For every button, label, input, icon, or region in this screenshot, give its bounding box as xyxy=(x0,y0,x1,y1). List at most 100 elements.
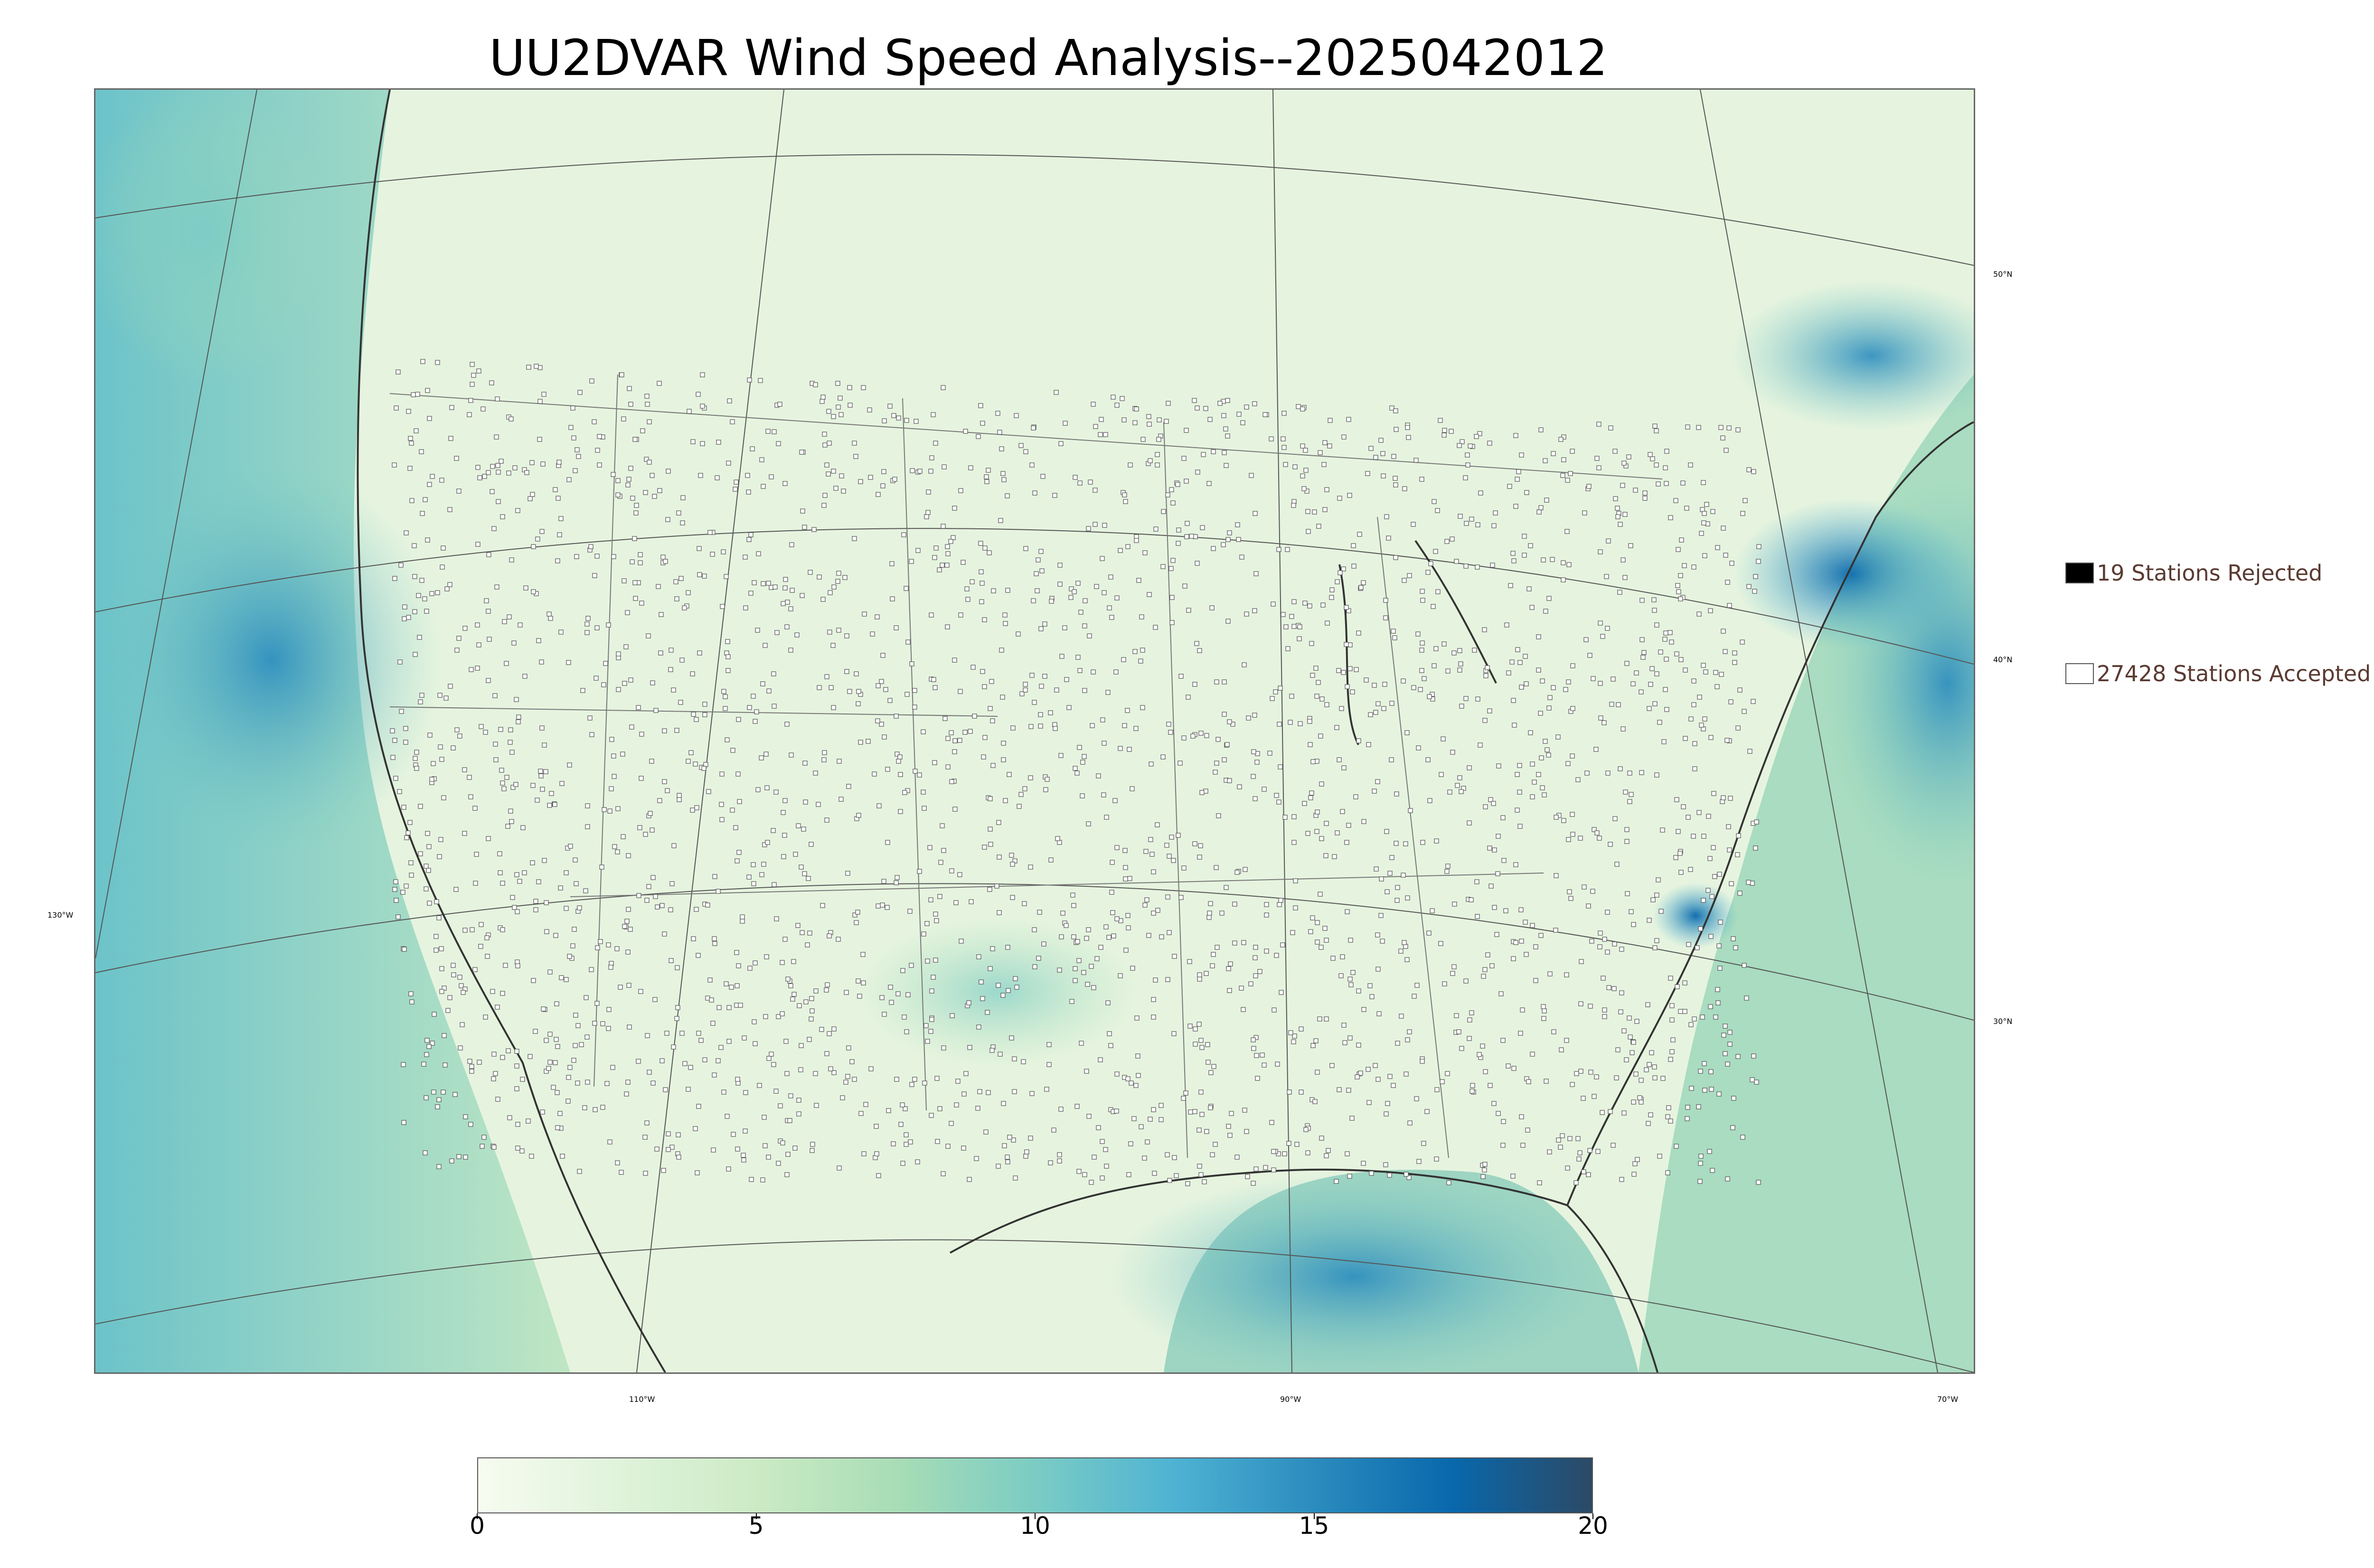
station-marker xyxy=(796,1098,801,1103)
station-marker xyxy=(486,836,491,841)
station-marker xyxy=(1077,668,1083,673)
station-marker xyxy=(925,958,930,964)
station-marker xyxy=(1756,1180,1761,1185)
station-marker xyxy=(1028,1136,1033,1141)
station-marker xyxy=(1543,609,1548,614)
station-marker xyxy=(1431,604,1436,609)
station-marker xyxy=(1347,1035,1353,1041)
station-marker xyxy=(1570,449,1575,454)
station-marker xyxy=(1005,1155,1010,1160)
station-marker xyxy=(1494,932,1499,937)
station-marker xyxy=(1000,993,1006,998)
accepted-label: 27428 Stations Accepted xyxy=(2097,661,2371,686)
station-marker xyxy=(1475,564,1480,570)
station-marker xyxy=(1682,980,1687,986)
station-marker xyxy=(1251,774,1256,779)
station-marker xyxy=(500,927,505,932)
station-marker xyxy=(824,462,829,468)
station-marker xyxy=(1490,563,1495,568)
station-marker xyxy=(809,842,814,847)
station-marker xyxy=(1519,939,1524,944)
station-marker xyxy=(1565,761,1571,766)
station-marker xyxy=(1444,869,1450,874)
station-marker xyxy=(857,994,862,999)
station-marker xyxy=(1222,757,1227,762)
station-marker xyxy=(1612,449,1618,454)
station-marker xyxy=(1519,685,1524,690)
station-marker xyxy=(1516,469,1521,474)
station-marker xyxy=(676,1155,681,1160)
station-marker xyxy=(1152,1171,1157,1176)
station-marker xyxy=(1275,1061,1280,1067)
station-marker xyxy=(1147,422,1152,427)
station-marker xyxy=(427,732,433,738)
station-marker xyxy=(476,368,481,374)
station-marker xyxy=(1107,605,1112,610)
station-marker xyxy=(573,468,578,473)
station-marker xyxy=(573,1013,578,1018)
station-marker xyxy=(828,1066,833,1071)
station-marker xyxy=(1211,1064,1216,1069)
station-marker xyxy=(831,1070,837,1075)
station-marker xyxy=(785,976,791,982)
station-marker xyxy=(1332,854,1337,859)
station-marker xyxy=(952,807,958,812)
station-marker xyxy=(441,795,446,800)
station-marker xyxy=(1167,854,1172,859)
station-marker xyxy=(976,1024,981,1030)
station-marker xyxy=(1082,688,1087,693)
station-marker xyxy=(1381,706,1386,711)
station-marker xyxy=(1277,902,1282,907)
station-marker xyxy=(547,1032,553,1037)
station-marker xyxy=(1145,1139,1150,1145)
station-marker xyxy=(827,441,832,446)
station-marker xyxy=(1319,836,1324,841)
station-marker xyxy=(510,785,516,790)
wind-area-plains xyxy=(855,916,1140,1068)
station-marker xyxy=(1560,1133,1565,1138)
station-marker xyxy=(769,474,774,479)
station-marker xyxy=(1073,978,1078,983)
station-marker xyxy=(474,852,479,857)
station-marker xyxy=(1564,972,1569,977)
station-marker xyxy=(429,777,434,782)
station-marker xyxy=(1253,796,1258,801)
station-marker xyxy=(537,399,543,404)
station-marker xyxy=(1695,945,1700,950)
station-marker xyxy=(655,904,660,910)
station-marker xyxy=(420,511,425,516)
station-marker xyxy=(1747,749,1752,754)
station-marker xyxy=(1406,435,1411,440)
station-marker xyxy=(1631,1099,1636,1105)
station-marker xyxy=(1292,464,1298,469)
station-marker xyxy=(781,854,786,859)
station-marker xyxy=(1324,938,1329,943)
station-marker xyxy=(1411,522,1416,527)
station-marker xyxy=(436,1164,442,1169)
station-marker xyxy=(1488,1083,1493,1088)
station-marker xyxy=(414,766,419,771)
station-marker xyxy=(963,429,968,434)
station-marker xyxy=(628,677,633,683)
station-marker xyxy=(514,1049,519,1054)
station-marker xyxy=(1691,678,1696,684)
station-marker xyxy=(925,1039,930,1044)
station-marker xyxy=(1627,1015,1632,1021)
station-marker xyxy=(1187,959,1192,964)
station-marker xyxy=(664,1031,669,1036)
station-marker xyxy=(803,999,809,1005)
station-marker xyxy=(955,1079,961,1084)
station-marker xyxy=(451,972,456,977)
station-marker xyxy=(665,517,670,522)
station-marker xyxy=(1394,791,1399,797)
station-marker xyxy=(1096,1125,1101,1130)
station-marker xyxy=(1631,1040,1636,1045)
station-marker xyxy=(1344,605,1349,610)
station-marker xyxy=(475,465,480,470)
station-marker xyxy=(409,498,415,503)
station-marker xyxy=(616,687,621,692)
station-marker xyxy=(996,983,1001,988)
station-marker xyxy=(1316,524,1321,529)
station-marker xyxy=(1313,1038,1319,1043)
station-marker xyxy=(964,586,970,592)
